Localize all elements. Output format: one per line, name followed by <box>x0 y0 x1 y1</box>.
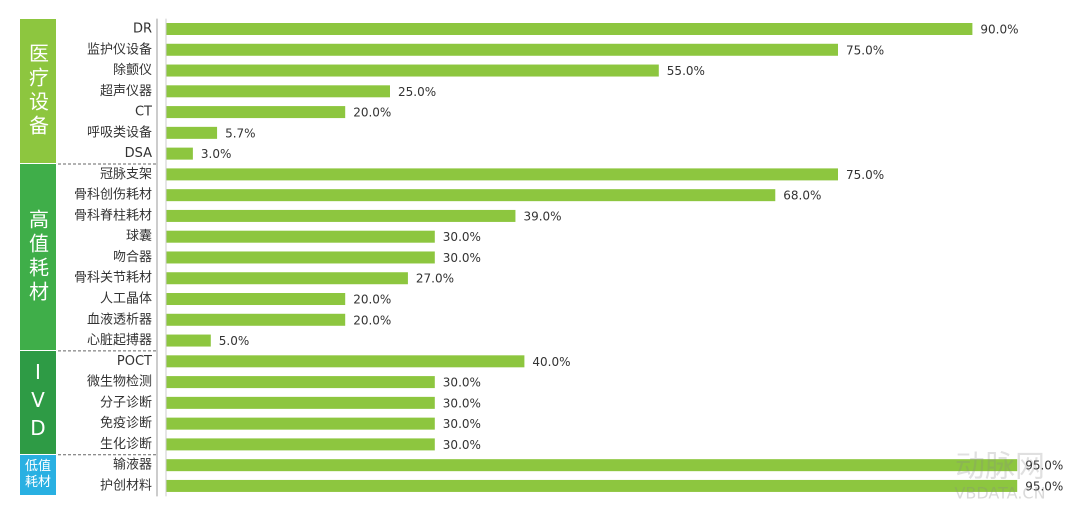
category-label: 人工晶体 <box>100 292 152 307</box>
bar <box>166 189 776 202</box>
category-label: 骨科关节耗材 <box>74 271 152 286</box>
value-label: 20.0% <box>353 313 391 327</box>
category-label: DR <box>133 22 152 37</box>
value-label: 90.0% <box>980 23 1018 37</box>
bar <box>166 126 218 139</box>
category-label: 骨科创伤耗材 <box>74 188 152 203</box>
category-label: 护创材料 <box>100 478 152 493</box>
value-label: 20.0% <box>353 293 391 307</box>
category-label: 吻合器 <box>113 250 152 265</box>
value-label: 75.0% <box>846 168 884 182</box>
category-label: CT <box>135 105 152 120</box>
group-label: 医疗设备 <box>20 18 56 163</box>
bar <box>166 376 435 389</box>
category-label: 分子诊断 <box>100 395 152 410</box>
bar <box>166 209 516 222</box>
bar <box>166 417 435 430</box>
category-label: POCT <box>117 354 152 369</box>
bar <box>166 438 435 451</box>
value-label: 39.0% <box>523 209 561 223</box>
bar <box>166 479 1018 492</box>
category-label: 骨科脊柱耗材 <box>74 208 152 223</box>
value-label: 55.0% <box>667 64 705 78</box>
value-label: 27.0% <box>416 272 454 286</box>
value-label: 30.0% <box>443 376 481 390</box>
value-label: 5.0% <box>219 334 250 348</box>
value-label: 20.0% <box>353 106 391 120</box>
bar <box>166 272 408 285</box>
value-label: 95.0% <box>1025 459 1063 473</box>
group-label: IVD <box>20 350 56 454</box>
value-label: 25.0% <box>398 85 436 99</box>
bar <box>166 293 346 306</box>
bar <box>166 106 346 119</box>
value-label: 30.0% <box>443 417 481 431</box>
bar <box>166 230 435 243</box>
category-label: 冠脉支架 <box>100 167 152 182</box>
value-label: 68.0% <box>783 189 821 203</box>
category-label: 输液器 <box>113 457 152 473</box>
category-label: 生化诊断 <box>100 437 152 452</box>
category-label: 免疫诊断 <box>100 415 152 431</box>
value-label: 95.0% <box>1025 479 1063 493</box>
value-label: 75.0% <box>846 43 884 57</box>
bar <box>166 168 838 181</box>
value-label: 30.0% <box>443 251 481 265</box>
category-label: 超声仪器 <box>100 84 152 99</box>
group-label: 低值耗材 <box>20 454 56 496</box>
category-label: DSA <box>125 146 153 161</box>
bar <box>166 313 346 326</box>
value-label: 30.0% <box>443 230 481 244</box>
category-label: 微生物检测 <box>87 375 152 390</box>
bar <box>166 147 193 160</box>
category-label: 血液透析器 <box>87 312 152 327</box>
category-label: 除颤仪 <box>113 63 152 78</box>
value-label: 40.0% <box>532 355 570 369</box>
value-label: 30.0% <box>443 396 481 410</box>
category-label: 监护仪设备 <box>87 41 152 57</box>
value-label: 5.7% <box>225 126 256 140</box>
bar <box>166 251 435 264</box>
bar <box>166 43 838 56</box>
category-label: 心脏起搏器 <box>87 332 152 348</box>
bar <box>166 23 973 35</box>
value-label: 30.0% <box>443 438 481 452</box>
value-label: 3.0% <box>201 147 232 161</box>
category-label: 呼吸类设备 <box>87 124 152 140</box>
bar <box>166 64 659 77</box>
bar <box>166 334 211 347</box>
bar <box>166 459 1018 472</box>
bar <box>166 85 390 98</box>
category-label: 球囊 <box>126 228 152 244</box>
group-label: 高值耗材 <box>20 164 56 350</box>
watermark: 动脉网 <box>955 450 1045 485</box>
bar <box>166 355 525 368</box>
bar <box>166 396 435 409</box>
watermark: VBDATA.CN <box>954 484 1045 503</box>
